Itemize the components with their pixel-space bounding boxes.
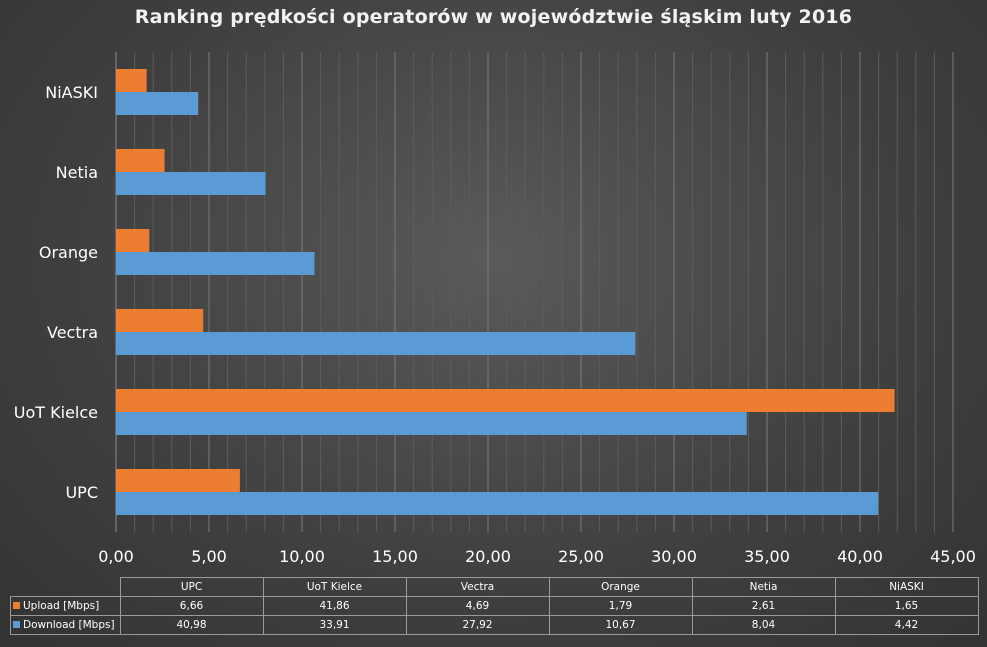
table-header-cell: Orange [548, 577, 693, 597]
table-value-cell: 27,92 [405, 615, 550, 635]
table-header-cell: Vectra [405, 577, 550, 597]
bar-download-orange [116, 252, 315, 275]
table-value-cell: 33,91 [262, 615, 407, 635]
bar-download-uot-kielce [116, 412, 747, 435]
bar-download-niaski [116, 92, 199, 115]
bar-download-upc [116, 492, 879, 515]
bar-download-netia [116, 172, 266, 195]
bars [116, 69, 895, 515]
table-value-cell: 4,69 [405, 596, 550, 616]
data-table: UPC UoT Kielce Vectra Orange Netia NiASKI Uplo… [10, 577, 979, 635]
table-value-cell: 41,86 [262, 596, 407, 616]
table-value-cell: 10,67 [548, 615, 693, 635]
legend-label-download: Download [Mbps] [23, 619, 115, 631]
category-label: Orange [39, 243, 98, 262]
gridlines [115, 52, 954, 532]
table-value-cell: 1,65 [834, 596, 979, 616]
chart-plot: UPC UoT Kielce Vectra Orange Netia NiASKI 0,0… [14, 52, 976, 566]
legend-label-upload: Upload [Mbps] [23, 600, 100, 612]
table-value-cell: 1,79 [548, 596, 693, 616]
x-tick-label: 35,00 [744, 547, 790, 566]
bar-upload-niaski [116, 69, 147, 92]
legend-key-upload [13, 601, 20, 609]
category-label: NiASKI [45, 83, 98, 102]
x-axis-ticks: 0,00 5,00 10,00 15,00 20,00 25,00 30,00 35,00 40… [98, 547, 976, 566]
x-tick-label: 15,00 [372, 547, 418, 566]
bar-upload-netia [116, 149, 165, 172]
table-corner-cell [10, 577, 121, 597]
x-tick-label: 0,00 [98, 547, 134, 566]
table-value-cell: 2,61 [691, 596, 836, 616]
x-tick-label: 20,00 [465, 547, 511, 566]
x-tick-label: 5,00 [191, 547, 227, 566]
chart-title: Ranking prędkości operatorów w województ… [134, 6, 853, 28]
table-value-cell: 6,66 [119, 596, 264, 616]
bar-upload-vectra [116, 309, 204, 332]
legend-key-download [13, 620, 20, 628]
bar-upload-orange [116, 229, 150, 252]
table-value-cell: 4,42 [834, 615, 979, 635]
x-tick-label: 45,00 [930, 547, 976, 566]
x-tick-label: 30,00 [651, 547, 697, 566]
table-row-header-download: Download [Mbps] [10, 615, 121, 635]
x-tick-label: 40,00 [837, 547, 883, 566]
bar-upload-uot-kielce [116, 389, 895, 412]
table-header-cell: UoT Kielce [262, 577, 407, 597]
category-labels: UPC UoT Kielce Vectra Orange Netia NiASKI [14, 83, 98, 502]
x-tick-label: 25,00 [558, 547, 604, 566]
table-row-header-upload: Upload [Mbps] [10, 596, 121, 616]
x-tick-label: 10,00 [279, 547, 325, 566]
category-label: UPC [65, 483, 98, 502]
table-header-cell: Netia [691, 577, 836, 597]
category-label: Vectra [47, 323, 98, 342]
table-header-cell: NiASKI [834, 577, 979, 597]
category-label: Netia [56, 163, 98, 182]
table-value-cell: 8,04 [691, 615, 836, 635]
table-value-cell: 40,98 [119, 615, 264, 635]
bar-download-vectra [116, 332, 636, 355]
bar-upload-upc [116, 469, 240, 492]
category-label: UoT Kielce [14, 403, 98, 422]
table-header-cell: UPC [119, 577, 264, 597]
